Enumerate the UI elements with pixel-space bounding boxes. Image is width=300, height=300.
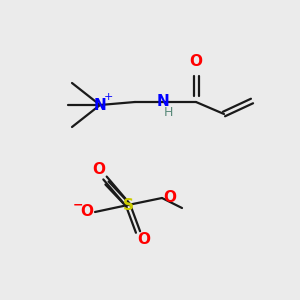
Text: S: S xyxy=(122,197,134,212)
Text: +: + xyxy=(103,92,113,102)
Text: O: O xyxy=(164,190,176,206)
Text: N: N xyxy=(157,94,169,110)
Text: −: − xyxy=(73,199,83,212)
Text: O: O xyxy=(137,232,151,247)
Text: H: H xyxy=(163,106,173,118)
Text: N: N xyxy=(94,98,106,112)
Text: O: O xyxy=(92,163,106,178)
Text: O: O xyxy=(190,55,202,70)
Text: O: O xyxy=(80,205,94,220)
